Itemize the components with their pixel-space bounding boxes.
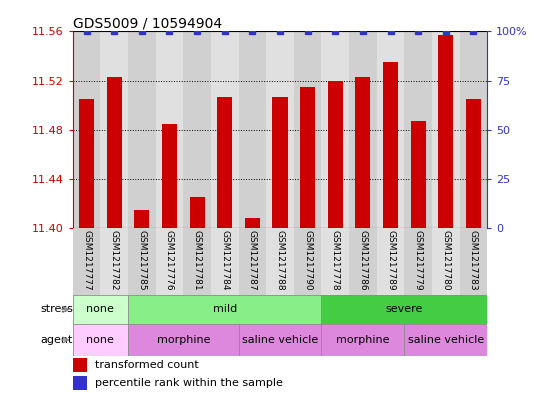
Text: GSM1217789: GSM1217789 <box>386 230 395 290</box>
Text: GSM1217788: GSM1217788 <box>276 230 284 290</box>
Bar <box>377 228 404 295</box>
Bar <box>355 77 371 228</box>
Text: none: none <box>86 335 114 345</box>
Text: severe: severe <box>386 305 423 314</box>
Bar <box>100 31 128 228</box>
Bar <box>321 31 349 228</box>
Text: none: none <box>86 305 114 314</box>
Bar <box>211 31 239 228</box>
Text: GSM1217782: GSM1217782 <box>110 230 119 290</box>
Bar <box>183 31 211 228</box>
Bar <box>349 31 377 228</box>
Bar <box>73 324 128 356</box>
Text: saline vehicle: saline vehicle <box>408 335 484 345</box>
Text: transformed count: transformed count <box>95 360 199 370</box>
Text: GSM1217784: GSM1217784 <box>220 230 229 290</box>
Bar <box>321 324 404 356</box>
Bar <box>183 228 211 295</box>
Bar <box>79 99 94 228</box>
Bar <box>128 295 321 324</box>
Bar <box>162 123 177 228</box>
Text: GSM1217783: GSM1217783 <box>469 230 478 290</box>
Text: GSM1217780: GSM1217780 <box>441 230 450 290</box>
Bar <box>404 31 432 228</box>
Text: mild: mild <box>213 305 237 314</box>
Bar <box>134 209 150 228</box>
Text: agent: agent <box>40 335 73 345</box>
Bar <box>321 228 349 295</box>
Bar <box>239 324 321 356</box>
Bar <box>377 31 404 228</box>
Bar <box>211 228 239 295</box>
Text: morphine: morphine <box>157 335 210 345</box>
Bar <box>128 31 156 228</box>
Bar <box>100 228 128 295</box>
Bar <box>239 31 266 228</box>
Text: GSM1217776: GSM1217776 <box>165 230 174 290</box>
Bar <box>460 31 487 228</box>
Bar <box>272 97 288 228</box>
Bar <box>300 87 315 228</box>
Bar <box>245 218 260 228</box>
Text: GSM1217786: GSM1217786 <box>358 230 367 290</box>
Bar <box>73 358 87 373</box>
Bar <box>404 228 432 295</box>
Bar <box>156 228 183 295</box>
Bar <box>266 31 294 228</box>
Text: morphine: morphine <box>336 335 390 345</box>
Bar <box>466 99 481 228</box>
Text: GSM1217787: GSM1217787 <box>248 230 257 290</box>
Bar <box>410 121 426 228</box>
Bar <box>73 295 128 324</box>
Bar <box>128 228 156 295</box>
Bar <box>432 31 460 228</box>
Bar <box>438 35 454 228</box>
Bar <box>383 62 398 228</box>
Text: percentile rank within the sample: percentile rank within the sample <box>95 378 283 388</box>
Bar <box>328 81 343 228</box>
Text: GSM1217790: GSM1217790 <box>303 230 312 290</box>
Bar <box>321 295 487 324</box>
Bar <box>266 228 294 295</box>
Text: stress: stress <box>40 305 73 314</box>
Bar <box>294 31 321 228</box>
Bar <box>73 228 100 295</box>
Text: saline vehicle: saline vehicle <box>242 335 318 345</box>
Text: GSM1217781: GSM1217781 <box>193 230 202 290</box>
Text: GSM1217777: GSM1217777 <box>82 230 91 290</box>
Bar <box>156 31 183 228</box>
Bar <box>189 197 205 228</box>
Bar <box>73 376 87 390</box>
Bar <box>73 31 100 228</box>
Bar <box>128 324 239 356</box>
Bar <box>106 77 122 228</box>
Bar <box>239 228 266 295</box>
Bar <box>404 324 487 356</box>
Text: GSM1217778: GSM1217778 <box>331 230 340 290</box>
Text: GDS5009 / 10594904: GDS5009 / 10594904 <box>73 16 222 30</box>
Text: GSM1217779: GSM1217779 <box>414 230 423 290</box>
Bar <box>349 228 377 295</box>
Bar <box>432 228 460 295</box>
Text: GSM1217785: GSM1217785 <box>137 230 146 290</box>
Bar <box>217 97 232 228</box>
Bar <box>460 228 487 295</box>
Bar <box>294 228 321 295</box>
